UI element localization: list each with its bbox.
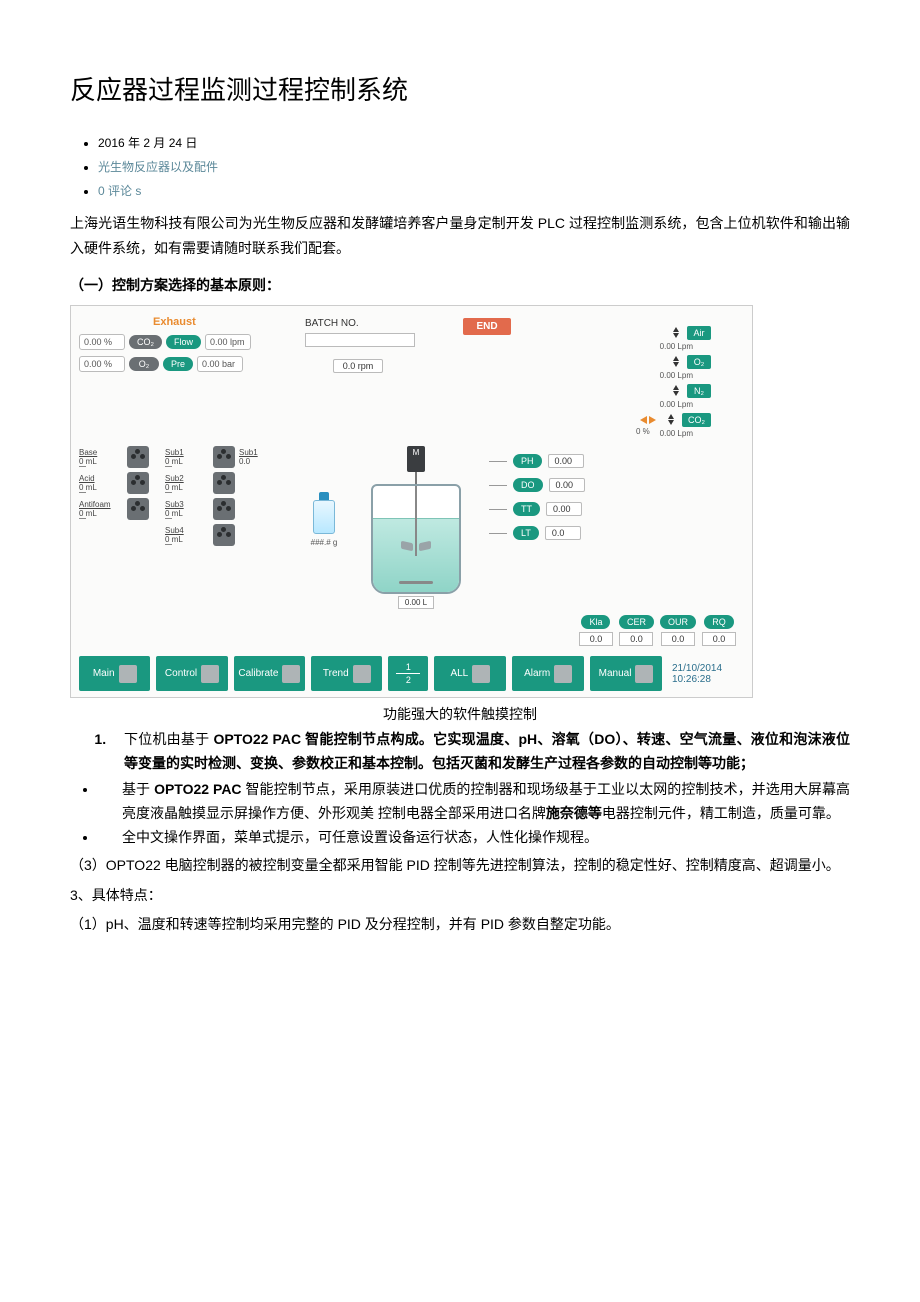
section-1-heading: （一）控制方案选择的基本原则：: [70, 275, 850, 295]
rpm-readout: 0.0 rpm: [333, 359, 383, 373]
exhaust-row: 0.00 % CO₂ Flow 0.00 lpm: [79, 334, 297, 350]
control-icon: [201, 665, 219, 683]
meta-comments[interactable]: 0 评论 s: [98, 179, 850, 203]
sensor-row: PH0.00: [489, 454, 611, 468]
nav-trend[interactable]: Trend: [311, 656, 382, 691]
paragraph-3: （3）OPTO22 电脑控制器的被控制变量全都采用智能 PID 控制等先进控制算…: [70, 853, 850, 878]
valve-icon: [669, 385, 683, 397]
control-valve-icon: 0 %: [640, 413, 656, 427]
gas-inlet-row: O₂: [541, 355, 711, 369]
calibrate-icon: [282, 665, 300, 683]
alarm-icon: [554, 665, 572, 683]
gas-label[interactable]: O₂: [687, 355, 711, 369]
bullet-1: 基于 OPTO22 PAC 智能控制节点，采用原装进口优质的控制器和现场级基于工…: [98, 778, 850, 826]
valve-icon: [664, 414, 678, 426]
sensor-panel: PH0.00 DO0.00 TT0.00 LT0.0: [489, 446, 611, 609]
exhaust-title: Exhaust: [153, 316, 297, 328]
end-button[interactable]: END: [463, 318, 511, 335]
trend-icon: [353, 665, 371, 683]
sensor-row: TT0.00: [489, 502, 611, 516]
nav-control[interactable]: Control: [156, 656, 227, 691]
nav-all[interactable]: ALL: [434, 656, 506, 691]
metric: RQ0.0: [702, 615, 736, 646]
pump-icon[interactable]: [127, 446, 149, 468]
sensor-pill[interactable]: PH: [513, 454, 542, 468]
nav-main[interactable]: Main: [79, 656, 150, 691]
vessel-icon: [371, 484, 461, 594]
manual-icon: [635, 665, 653, 683]
pump-icon[interactable]: [127, 472, 149, 494]
param-pill: Flow: [166, 335, 201, 349]
vessel-volume: 0.00 L: [398, 596, 434, 609]
page-title: 反应器过程监测过程控制系统: [70, 70, 850, 107]
gas-inlet-row: Air: [541, 326, 711, 340]
all-icon: [472, 665, 490, 683]
page-nav[interactable]: 12: [388, 656, 428, 691]
metric: Kla0.0: [579, 615, 613, 646]
intro-paragraph: 上海光语生物科技有限公司为光生物反应器和发酵罐培养客户量身定制开发 PLC 过程…: [70, 211, 850, 261]
bullet-2: 全中文操作界面，菜单式提示，可任意设置设备运行状态，人性化操作规程。: [98, 826, 850, 850]
sensor-pill[interactable]: DO: [513, 478, 543, 492]
metrics-panel: Kla0.0CER0.0OUR0.0RQ0.0: [79, 615, 744, 646]
valve-icon: [669, 356, 683, 368]
valve-icon: [669, 327, 683, 339]
section-3-heading: 3、具体特点：: [70, 883, 850, 908]
diagram-caption: 功能强大的软件触摸控制: [70, 704, 850, 724]
exhaust-row: 0.00 % O₂ Pre 0.00 bar: [79, 356, 297, 372]
pump-row: AntifoammL Sub3mL: [79, 498, 297, 520]
sensor-pill[interactable]: LT: [513, 526, 539, 540]
metric: CER0.0: [619, 615, 654, 646]
sensor-pill[interactable]: TT: [513, 502, 540, 516]
pump-icon[interactable]: [213, 498, 235, 520]
pump-icon[interactable]: [127, 498, 149, 520]
pump-row: Sub4mL: [79, 524, 297, 546]
datetime-display: 21/10/2014 10:26:28: [668, 656, 744, 691]
gas-inlet-row: N₂: [541, 384, 711, 398]
main-icon: [119, 665, 137, 683]
gas-label[interactable]: CO₂: [682, 413, 711, 427]
gas-label[interactable]: Air: [687, 326, 711, 340]
sensor-row: DO0.00: [489, 478, 611, 492]
gas-inlet-panel: Air 0.00 LpmO₂ 0.00 LpmN₂ 0.00 Lpm0 %CO₂…: [541, 316, 711, 442]
gas-label[interactable]: N₂: [687, 384, 711, 398]
meta-date: 2016 年 2 月 24 日: [98, 131, 850, 155]
gas-inlet-row: 0 % CO₂: [541, 413, 711, 427]
nav-calibrate[interactable]: Calibrate: [234, 656, 305, 691]
nav-alarm[interactable]: Alarm: [512, 656, 584, 691]
pump-panel: BasemL Sub1mLSub10.0 AcidmL Sub2mL Antif…: [79, 446, 297, 609]
gas-pill: O₂: [129, 357, 159, 371]
hmi-diagram: Exhaust 0.00 % CO₂ Flow 0.00 lpm 0.00 % …: [70, 305, 753, 698]
param-pill: Pre: [163, 357, 193, 371]
sensor-row: LT0.0: [489, 526, 611, 540]
bullet-list: 基于 OPTO22 PAC 智能控制节点，采用原装进口优质的控制器和现场级基于工…: [70, 778, 850, 849]
nav-bar: MainControlCalibrateTrend 12 ALLAlarmMan…: [79, 656, 744, 691]
feature-list: 下位机由基于 OPTO22 PAC 智能控制节点构成。它实现温度、pH、溶氧（D…: [70, 728, 850, 776]
feed-bottle-icon: [312, 492, 336, 536]
section-3-p1: （1）pH、温度和转速等控制均采用完整的 PID 及分程控制，并有 PID 参数…: [70, 912, 850, 937]
pump-icon[interactable]: [213, 446, 235, 468]
batch-no-field[interactable]: [305, 333, 415, 347]
motor-icon: M: [407, 446, 425, 472]
pump-row: BasemL Sub1mLSub10.0: [79, 446, 297, 468]
pump-icon[interactable]: [213, 472, 235, 494]
post-meta: 2016 年 2 月 24 日 光生物反应器以及配件 0 评论 s: [70, 131, 850, 203]
batch-panel: BATCH NO. 0.0 rpm: [305, 316, 455, 373]
nav-manual[interactable]: Manual: [590, 656, 662, 691]
gas-pill: CO₂: [129, 335, 162, 349]
pump-row: AcidmL Sub2mL: [79, 472, 297, 494]
metric: OUR0.0: [660, 615, 696, 646]
pump-icon[interactable]: [213, 524, 235, 546]
meta-category[interactable]: 光生物反应器以及配件: [98, 155, 850, 179]
feature-item-1: 下位机由基于 OPTO22 PAC 智能控制节点构成。它实现温度、pH、溶氧（D…: [110, 728, 850, 776]
exhaust-panel: Exhaust 0.00 % CO₂ Flow 0.00 lpm 0.00 % …: [79, 316, 297, 378]
